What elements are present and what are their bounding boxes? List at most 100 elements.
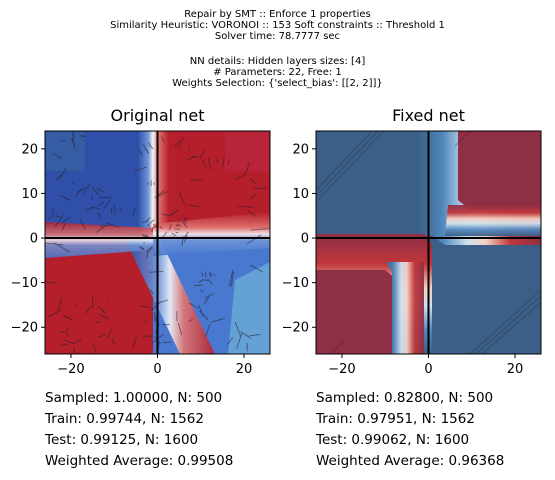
voronoi-edge (207, 278, 213, 285)
voronoi-edge (161, 231, 168, 239)
voronoi-edge (92, 342, 97, 353)
y-tick-label: −20 (282, 321, 309, 336)
voronoi-edge (97, 188, 104, 193)
voronoi-edge (141, 220, 149, 224)
voronoi-edge (205, 323, 211, 337)
voronoi-edge (153, 225, 158, 229)
voronoi-edge (234, 321, 242, 337)
charts-svg: −20 0 20 −20 −10 0 10 20 −20 0 20 −20 −10 0 10 20 (11, 130, 542, 377)
voronoi-edge (149, 289, 154, 295)
y-tick-label: 10 (21, 187, 38, 202)
voronoi-edge (71, 181, 75, 185)
voronoi-edge (227, 337, 234, 345)
voronoi-edge (140, 305, 151, 309)
fixed-net-plot (316, 131, 541, 354)
stat-train-original: Train: 0.99744, N: 1562 (45, 411, 204, 427)
voronoi-edge (73, 338, 83, 345)
voronoi-edge (147, 219, 155, 227)
voronoi-edge (178, 220, 181, 223)
voronoi-edge (188, 147, 191, 151)
y-tick-label: 10 (292, 187, 309, 202)
voronoi-edge (132, 207, 136, 217)
voronoi-edge (204, 293, 214, 299)
voronoi-edge (247, 209, 257, 218)
voronoi-edge (106, 222, 120, 229)
voronoi-edge (63, 314, 73, 321)
voronoi-edge (71, 131, 75, 138)
voronoi-edge (98, 313, 110, 320)
voronoi-edge (107, 328, 113, 339)
voronoi-edge (57, 297, 63, 310)
x-tick-label: 20 (236, 362, 253, 377)
voronoi-edge (171, 232, 177, 237)
voronoi-edge (202, 279, 209, 282)
voronoi-edge (149, 271, 164, 273)
voronoi-edge (79, 219, 86, 230)
y-tick-label: −10 (282, 276, 309, 291)
voronoi-edge (230, 271, 235, 287)
voronoi-edge (52, 152, 62, 160)
voronoi-edge (139, 247, 145, 251)
y-tick-label: 0 (301, 232, 309, 247)
voronoi-edge (194, 284, 204, 287)
voronoi-edge (143, 242, 145, 244)
chart-title-original: Original net (110, 106, 205, 125)
stat-train-fixed: Train: 0.97951, N: 1562 (316, 411, 475, 427)
y-tick-label: 20 (21, 142, 38, 157)
voronoi-edge (74, 303, 78, 308)
voronoi-edge (45, 281, 58, 284)
header-line-3: Solver time: 78.7777 sec (214, 31, 341, 42)
voronoi-edge (201, 272, 204, 277)
voronoi-edge (45, 242, 64, 246)
voronoi-edge (178, 136, 185, 148)
voronoi-edge (137, 149, 142, 154)
voronoi-edge (65, 332, 70, 337)
voronoi-edge (199, 149, 206, 159)
voronoi-edge (61, 222, 67, 231)
voronoi-edge (48, 214, 55, 220)
voronoi-edge (63, 339, 74, 344)
voronoi-edge (222, 156, 225, 168)
voronoi-edge (91, 296, 94, 309)
stat-sampled-original: Sampled: 1.00000, N: 500 (45, 390, 223, 406)
x-tick-label: −20 (328, 362, 355, 377)
chart-title-fixed: Fixed net (392, 106, 465, 125)
voronoi-edge (138, 246, 145, 250)
stat-weighted-original: Weighted Average: 0.99508 (45, 453, 234, 469)
voronoi-edge (94, 321, 101, 324)
voronoi-edge (234, 173, 247, 180)
stat-test-original: Test: 0.99125, N: 1600 (45, 432, 199, 448)
voronoi-edge (142, 235, 149, 238)
voronoi-edge (188, 302, 199, 309)
voronoi-edge (209, 272, 213, 278)
stat-test-fixed: Test: 0.99062, N: 1600 (316, 432, 470, 448)
axes-original: −20 0 20 −20 −10 0 10 20 (11, 142, 253, 377)
voronoi-edge (143, 320, 148, 324)
voronoi-edge (111, 337, 115, 346)
voronoi-edge (161, 213, 171, 217)
voronoi-edge (161, 136, 165, 143)
voronoi-edge (84, 305, 92, 314)
voronoi-edge (90, 206, 101, 210)
voronoi-edge (244, 162, 251, 175)
voronoi-edge (65, 327, 69, 332)
voronoi-edge (246, 234, 262, 245)
voronoi-edge (168, 211, 178, 217)
voronoi-edge (183, 217, 187, 224)
stat-weighted-fixed: Weighted Average: 0.96368 (316, 453, 505, 469)
voronoi-edge (176, 223, 181, 227)
voronoi-edge (82, 183, 91, 195)
voronoi-edge (48, 309, 62, 318)
voronoi-edge (211, 317, 225, 323)
voronoi-edge (204, 271, 207, 278)
x-tick-label: 0 (153, 362, 161, 377)
y-tick-label: −20 (11, 321, 38, 336)
voronoi-edge (198, 310, 209, 321)
voronoi-edge (181, 220, 188, 228)
voronoi-edge (228, 269, 234, 287)
header-line-1: Repair by SMT :: Enforce 1 properties (184, 9, 371, 20)
voronoi-edge (159, 225, 163, 230)
voronoi-edge (106, 302, 109, 305)
voronoi-edge (132, 336, 137, 349)
voronoi-edge (154, 189, 165, 199)
